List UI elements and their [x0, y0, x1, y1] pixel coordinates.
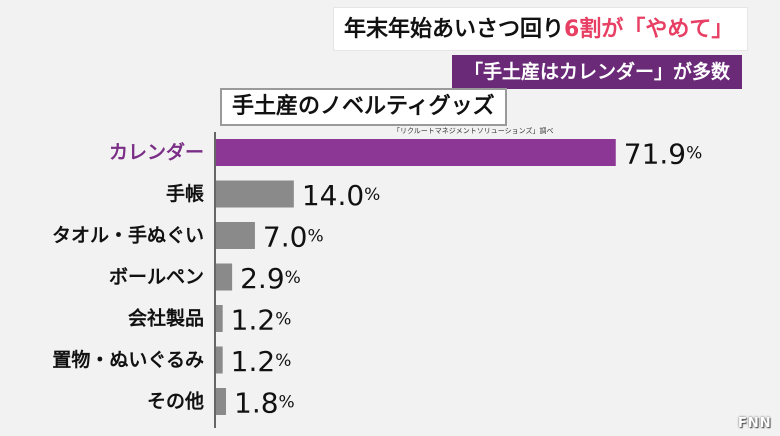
category-label: タオル・手ぬぐい [52, 224, 204, 247]
value-label: 1.8% [234, 386, 295, 419]
headline-caption: 年末年始あいさつ回り6割が「やめて」 [333, 7, 749, 51]
subheadline-caption: 「手土産はカレンダー」が多数 [452, 55, 743, 89]
headline-highlight: 6割が「やめて」 [564, 17, 734, 42]
value-label: 7.0% [263, 220, 324, 253]
bar [216, 263, 233, 291]
bar [216, 222, 255, 249]
fnn-logo: FNN [738, 416, 772, 431]
category-label: カレンダー [109, 141, 204, 164]
bar [216, 305, 223, 332]
chart-source: 「リクルートマネジメントソリューションズ」調べ [393, 127, 554, 135]
value-label: 71.9% [624, 137, 703, 170]
headline-text: 年末年始あいさつ回り [344, 17, 565, 42]
value-label: 2.9% [240, 262, 301, 295]
bar [216, 388, 227, 415]
bar [216, 139, 616, 166]
category-label: ボールペン [109, 266, 204, 288]
category-axis [214, 132, 216, 428]
value-label: 14.0% [302, 179, 381, 212]
value-label: 1.2% [231, 345, 292, 378]
category-label: 手帳 [166, 182, 204, 205]
category-label: 会社製品 [128, 307, 204, 330]
chart-title: 手土産のノベルティグッズ [220, 88, 507, 126]
bar [216, 180, 294, 208]
value-label: 1.2% [231, 303, 292, 336]
category-label: その他 [147, 390, 204, 413]
category-label: 置物・ぬいぐるみ [52, 348, 204, 371]
bar [216, 346, 223, 374]
